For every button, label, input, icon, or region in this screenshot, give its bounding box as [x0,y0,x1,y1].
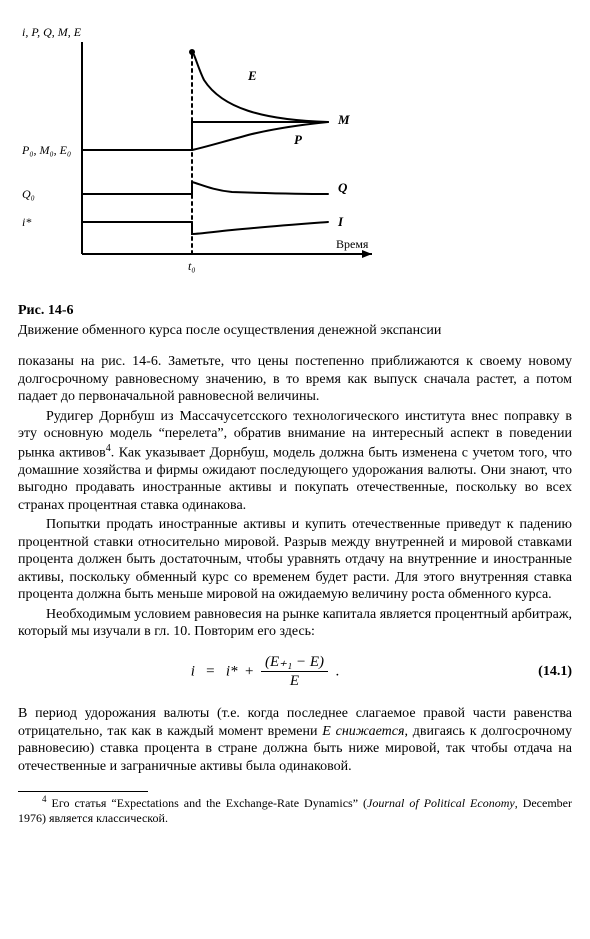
footnote-rule [18,791,148,792]
svg-text:M: M [337,112,350,127]
svg-text:E: E [247,68,257,83]
svg-text:i*: i* [22,215,31,229]
paragraph-3: Попытки продать иностранные активы и куп… [18,516,572,604]
chart-container: i, P, Q, M, E Время t₀ P₀, M₀, E₀ Q₀ i* E M P Q I [22,24,572,284]
figure-label: Рис. 14-6 [18,302,572,320]
paragraph-5-em: E снижается [322,724,404,739]
equation-body: i = i* + (E₊₁ − E) E . [18,653,512,692]
eq-plus: + [245,663,253,679]
svg-text:P: P [294,132,303,147]
figure-caption: Движение обменного курса после осуществл… [18,322,572,340]
eq-istar: i* [226,663,238,679]
svg-text:Q: Q [338,180,348,195]
paragraph-5: В период удорожания валюты (т.е. когда п… [18,705,572,775]
eq-equals: = [206,663,214,679]
svg-text:I: I [337,214,344,229]
paragraph-1: показаны на рис. 14-6. Заметьте, что цен… [18,353,572,406]
svg-text:i, P, Q, M, E: i, P, Q, M, E [22,25,82,39]
overshoot-chart: i, P, Q, M, E Время t₀ P₀, M₀, E₀ Q₀ i* E M P Q I [22,24,382,284]
paragraph-4: Необходимым условием равновесия на рынке… [18,606,572,641]
eq-frac-num: (E₊₁ − E) [261,653,328,673]
footnote-journal: Journal of Political Economy [367,796,515,810]
eq-fraction: (E₊₁ − E) E [261,653,328,692]
eq-frac-den: E [261,672,328,691]
svg-text:t₀: t₀ [188,259,196,273]
paragraph-2: Рудигер Дорнбуш из Массачусетсского техн… [18,408,572,515]
eq-lhs: i [191,663,195,679]
equation-14-1: i = i* + (E₊₁ − E) E . (14.1) [18,653,572,692]
equation-number: (14.1) [512,663,572,681]
svg-text:P₀, M₀, E₀: P₀, M₀, E₀ [22,143,71,157]
svg-text:Время: Время [336,237,369,251]
footnote-text-a: Его статья “Expectations and the Exchang… [47,796,368,810]
footnote-4: 4 Его статья “Expectations and the Excha… [18,794,572,825]
svg-text:Q₀: Q₀ [22,187,35,201]
